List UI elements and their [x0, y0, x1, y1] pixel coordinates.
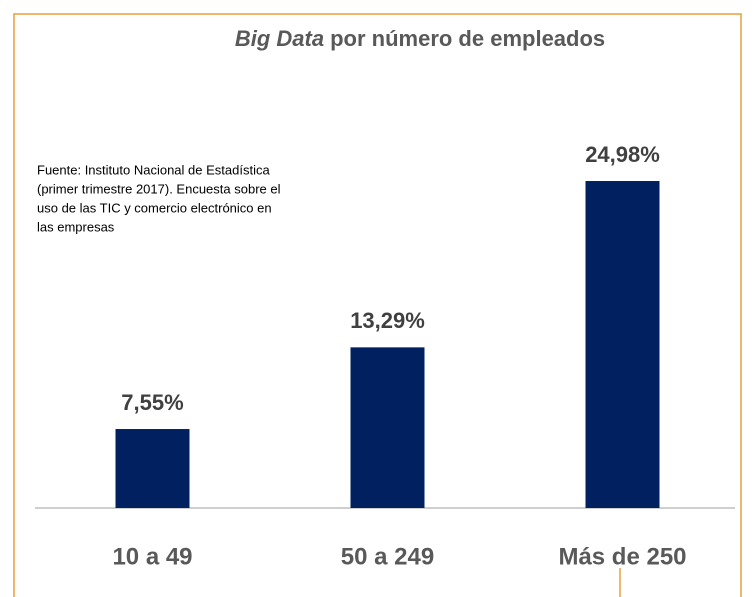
bar	[350, 347, 425, 508]
source-note: (primer trimestre 2017). Encuesta sobre …	[37, 181, 281, 196]
value-label: 7,55%	[121, 390, 183, 415]
value-label: 24,98%	[585, 142, 660, 167]
frame	[13, 13, 742, 597]
bar	[585, 181, 660, 509]
value-label: 13,29%	[350, 308, 425, 333]
source-note: uso de las TIC y comercio electrónico en	[37, 200, 272, 215]
title-rest: por número de empleados	[330, 26, 605, 51]
chart-title: Big Data por número de empleados	[235, 26, 605, 51]
x-tick-label: 50 a 249	[341, 543, 434, 570]
bar	[115, 429, 190, 508]
title-emphasis: Big Data	[235, 26, 324, 51]
x-tick-label: Más de 250	[558, 543, 686, 570]
source-note: las empresas	[37, 219, 115, 234]
x-tick-label: 10 a 49	[112, 543, 192, 570]
source-note: Fuente: Instituto Nacional de Estadístic…	[37, 162, 270, 177]
